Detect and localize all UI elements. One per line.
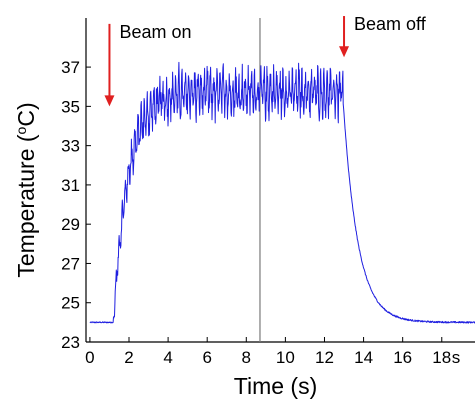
x-tick-label: 18 [432,348,451,367]
y-tick-label: 25 [61,294,80,313]
x-tick-unit: s [452,348,461,367]
x-tick-label: 2 [124,348,133,367]
y-tick-label: 29 [61,215,80,234]
y-axis-title-superscript: o [13,126,29,134]
x-ticks: 0 2 4 6 8 10 12 14 16 18 s [85,337,460,367]
x-tick-label: 12 [315,348,334,367]
x-tick-label: 16 [393,348,412,367]
x-tick-label: 8 [242,348,251,367]
y-tick-label: 33 [61,137,80,156]
annotation-label: Beam off [354,14,427,34]
y-axis-title: Temperature (oC) [13,102,39,277]
y-tick-label: 31 [61,176,80,195]
y-tick-label: 23 [61,333,80,352]
y-tick-label: 35 [61,97,80,116]
annotation-label: Beam on [119,22,191,42]
y-ticks: 23 25 27 29 31 33 35 37 [61,58,91,352]
x-tick-label: 14 [354,348,373,367]
y-tick-label: 37 [61,58,80,77]
x-tick-label: 0 [85,348,94,367]
temperature-series-line [89,61,475,324]
annotation-arrow-head [104,95,115,107]
annotations: Beam on Beam off [104,14,427,107]
x-tick-label: 10 [276,348,295,367]
y-axis-title-main: Temperature ( [13,134,39,278]
y-tick-label: 27 [61,254,80,273]
y-axis-title-end: C) [13,102,39,126]
annotation-arrow-head [339,46,350,58]
x-axis-title: Time (s) [234,373,317,399]
x-tick-label: 6 [202,348,211,367]
x-tick-label: 4 [163,348,172,367]
